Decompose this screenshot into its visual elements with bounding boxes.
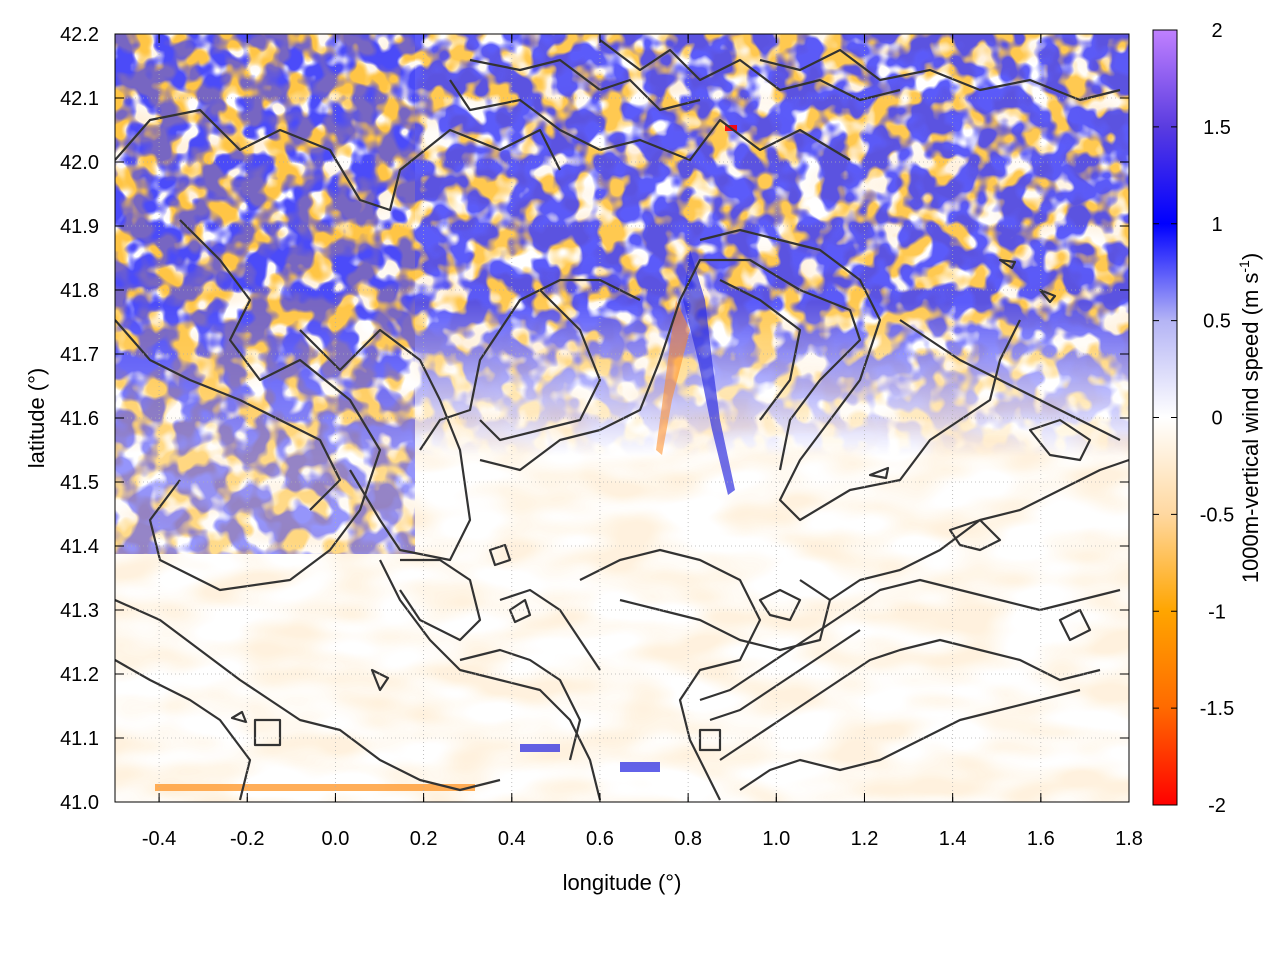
x-tick-label: 0.2	[410, 828, 438, 850]
x-axis-title: longitude (°)	[563, 870, 682, 895]
y-tick-label: 41.4	[60, 536, 99, 558]
y-tick-label: 41.5	[60, 472, 99, 494]
colorbar-tick-label: 0.5	[1203, 311, 1231, 333]
y-tick-label: 41.6	[60, 408, 99, 430]
y-tick-label: 42.0	[60, 152, 99, 174]
colorbar-tick-label: 1.5	[1203, 117, 1231, 139]
x-tick-label: 0.4	[498, 828, 526, 850]
contour-lines	[115, 39, 1129, 801]
x-tick-label: 0.8	[674, 828, 702, 850]
x-tick-label: -0.2	[230, 828, 264, 850]
x-tick-label: 1.2	[851, 828, 879, 850]
colorbar-tick-label: -0.5	[1200, 504, 1234, 526]
colorbar-title-sup: -1	[1236, 260, 1252, 273]
colorbar-tick-label: 1	[1211, 214, 1222, 236]
x-tick-label: 1.6	[1027, 828, 1055, 850]
y-tick-label: 41.0	[60, 792, 99, 814]
x-tick-label: 1.0	[762, 828, 790, 850]
colorbar-tick-label: -2	[1208, 795, 1226, 817]
x-tick-label: 1.4	[939, 828, 967, 850]
y-tick-label: 41.9	[60, 216, 99, 238]
colorbar: -2 -1.5 -1 -0.5 0 0.5 1 1.5 2 1000m-vertical win…	[1152, 20, 1263, 817]
colorbar-ticks: -2 -1.5 -1 -0.5 0 0.5 1 1.5 2	[1153, 20, 1234, 817]
y-tick-label: 41.8	[60, 280, 99, 302]
axis-ticks	[115, 33, 1130, 803]
colorbar-title: 1000m-vertical wind speed (m s-1)	[1236, 253, 1263, 583]
y-tick-label: 42.2	[60, 24, 99, 46]
colorbar-title-suffix: )	[1238, 253, 1263, 260]
y-tick-label: 42.1	[60, 88, 99, 110]
x-tick-label: 0.0	[322, 828, 350, 850]
y-tick-label: 41.1	[60, 728, 99, 750]
colorbar-tick-label: -1.5	[1200, 698, 1234, 720]
colorbar-tick-label: 0	[1211, 408, 1222, 430]
x-tick-labels: -0.4 -0.2 0.0 0.2 0.4 0.6 0.8 1.0 1.2 1.4 1.6 1.8	[142, 828, 1143, 850]
x-tick-label: 0.6	[586, 828, 614, 850]
x-tick-label: -0.4	[142, 828, 176, 850]
y-axis-title: latitude (°)	[24, 368, 49, 469]
y-tick-labels: 41.0 41.1 41.2 41.3 41.4 41.5 41.6 41.7 41.8 41.9…	[60, 24, 99, 814]
y-tick-label: 41.3	[60, 600, 99, 622]
colorbar-title-main: 1000m-vertical wind speed (m s	[1238, 273, 1263, 584]
y-tick-label: 41.7	[60, 344, 99, 366]
colorbar-tick-label: -1	[1208, 601, 1226, 623]
colorbar-tick-label: 2	[1211, 20, 1222, 42]
x-tick-label: 1.8	[1115, 828, 1143, 850]
y-tick-label: 41.2	[60, 664, 99, 686]
